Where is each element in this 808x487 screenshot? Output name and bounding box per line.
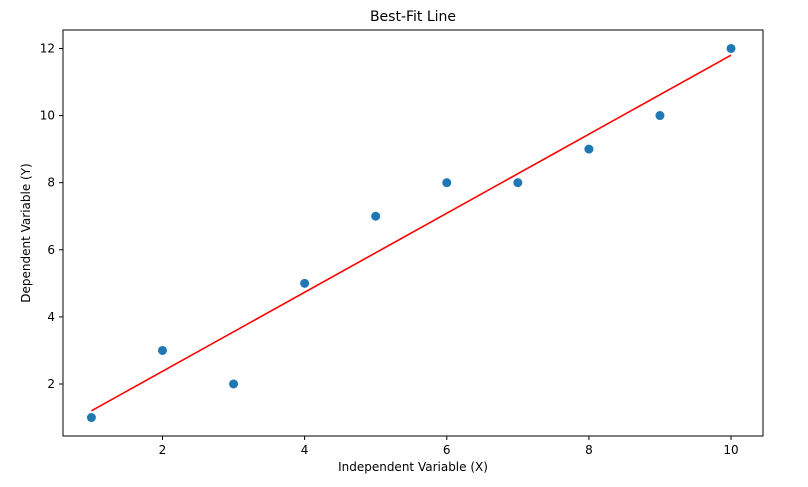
y-axis-label: Dependent Variable (Y) [19, 163, 33, 302]
scatter-point [371, 211, 381, 221]
plot-area-frame [62, 29, 764, 437]
x-tick-label: 6 [443, 443, 451, 457]
x-axis: 2 4 6 8 10 [159, 436, 739, 457]
x-axis-label: Independent Variable (X) [338, 460, 488, 474]
scatter-point [157, 345, 167, 355]
y-axis: 2 4 6 8 10 12 [40, 41, 63, 391]
x-tick-label: 10 [723, 443, 738, 457]
y-tick-label: 10 [40, 109, 55, 123]
y-tick-label: 6 [47, 243, 55, 257]
scatter-point [442, 178, 452, 188]
best-fit-line [91, 54, 732, 412]
x-tick-label: 8 [585, 443, 593, 457]
y-tick-label: 4 [47, 310, 55, 324]
y-tick-label: 8 [47, 176, 55, 190]
scatter-point [584, 144, 594, 154]
scatter-point [726, 43, 736, 53]
x-tick-label: 2 [159, 443, 167, 457]
scatter-point [513, 178, 523, 188]
chart-title: Best-Fit Line [370, 9, 456, 25]
scatter-point [86, 413, 96, 423]
x-tick-label: 4 [301, 443, 309, 457]
scatter-point [229, 379, 239, 389]
y-tick-label: 12 [40, 41, 55, 55]
scatter-point [300, 278, 310, 288]
scatter-point [655, 111, 665, 121]
series-layer [86, 43, 736, 423]
y-tick-label: 2 [47, 377, 55, 391]
